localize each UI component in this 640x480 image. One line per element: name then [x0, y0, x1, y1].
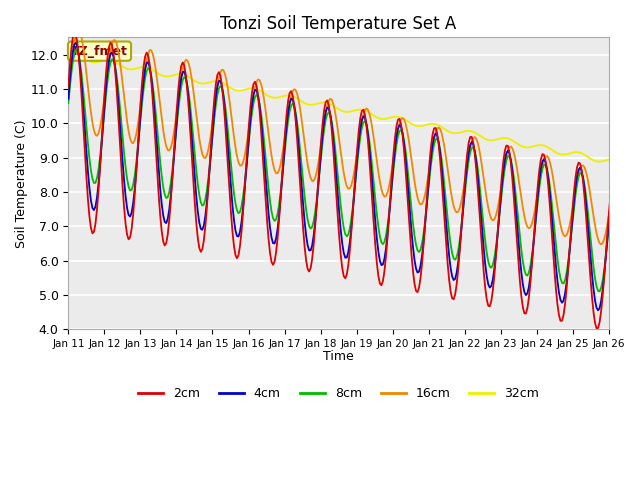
- Title: Tonzi Soil Temperature Set A: Tonzi Soil Temperature Set A: [220, 15, 457, 33]
- Legend: 2cm, 4cm, 8cm, 16cm, 32cm: 2cm, 4cm, 8cm, 16cm, 32cm: [133, 382, 544, 405]
- Y-axis label: Soil Temperature (C): Soil Temperature (C): [15, 119, 28, 248]
- X-axis label: Time: Time: [323, 350, 354, 363]
- Text: TZ_fmet: TZ_fmet: [71, 45, 128, 58]
